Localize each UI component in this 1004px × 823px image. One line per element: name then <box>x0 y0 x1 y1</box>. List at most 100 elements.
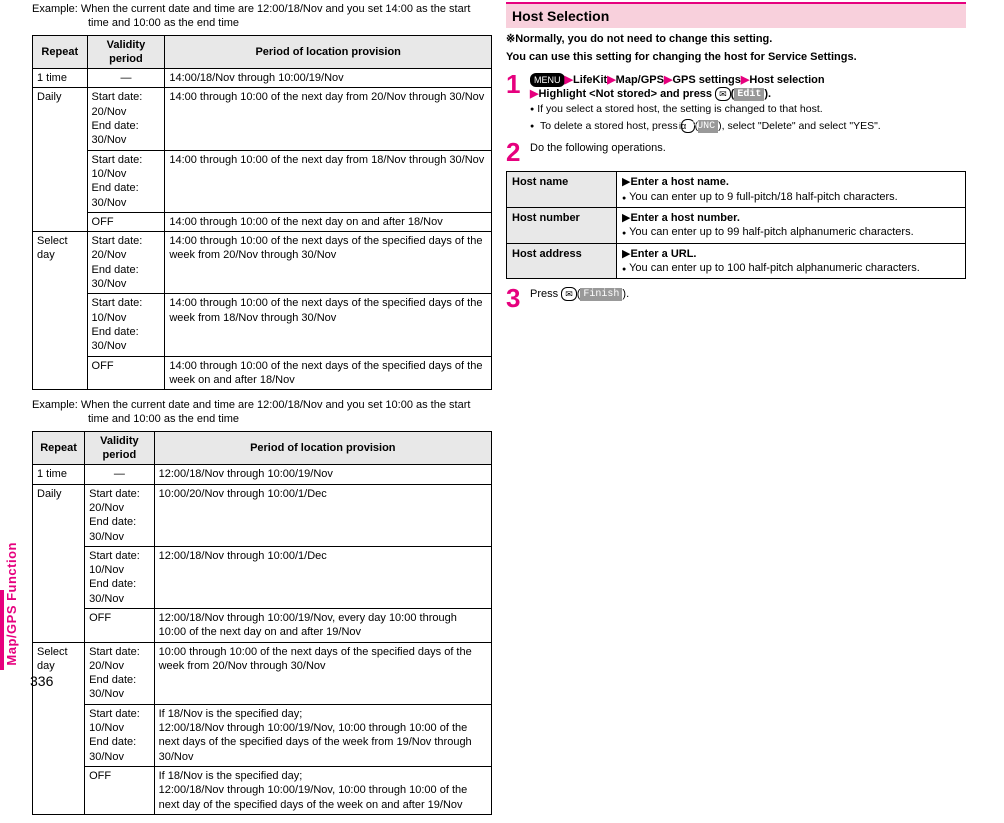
table-row: Start date: 10/NovEnd date: 30/Nov14:00 … <box>33 150 492 212</box>
cell-period: 14:00/18/Nov through 10:00/19/Nov <box>165 69 492 88</box>
step-1-body: MENU▶LifeKit▶Map/GPS▶GPS settings▶Host s… <box>530 71 966 136</box>
menu-key-icon: MENU <box>530 73 565 87</box>
cell-repeat: Daily <box>33 484 85 642</box>
table-row: Start date: 10/NovEnd date: 30/Nov12:00/… <box>33 546 492 608</box>
step1-line2a: Highlight <Not stored> and press <box>538 88 715 100</box>
cell-period: 14:00 through 10:00 of the next days of … <box>165 232 492 294</box>
location-table-2: Repeat Validity period Period of locatio… <box>32 431 492 815</box>
soft-edit-label: Edit <box>734 88 764 101</box>
step1-bullet1: If you select a stored host, the setting… <box>530 103 966 117</box>
table-row: Select dayStart date: 20/NovEnd date: 30… <box>33 232 492 294</box>
cell-validity: OFF <box>85 766 155 814</box>
host-label: Host name <box>507 172 617 208</box>
page-columns: Example: When the current date and time … <box>0 0 1004 823</box>
cell-period: 12:00/18/Nov through 10:00/19/Nov <box>154 465 491 484</box>
cell-validity: Start date: 10/NovEnd date: 30/Nov <box>87 150 165 212</box>
step-2-body: Do the following operations. <box>530 139 966 155</box>
host-detail: ▶Enter a URL.● You can enter up to 100 h… <box>617 243 966 279</box>
step-2: 2 Do the following operations. <box>506 139 966 165</box>
th-validity: Validity period <box>87 35 165 69</box>
th-validity: Validity period <box>85 431 155 465</box>
table-row: OFFIf 18/Nov is the specified day;12:00/… <box>33 766 492 814</box>
table-row: OFF12:00/18/Nov through 10:00/19/Nov, ev… <box>33 608 492 642</box>
step-1-number: 1 <box>506 71 530 97</box>
step-3-number: 3 <box>506 285 530 311</box>
cell-validity: — <box>87 69 165 88</box>
cell-validity: OFF <box>85 608 155 642</box>
host-label: Host address <box>507 243 617 279</box>
step1-bullet2b: , select "Delete" and select "YES". <box>722 120 881 132</box>
cell-period: 10:00 through 10:00 of the next days of … <box>154 642 491 704</box>
th-period: Period of location provision <box>154 431 491 465</box>
cell-repeat: Daily <box>33 88 88 232</box>
table-row: Host name▶Enter a host name.● You can en… <box>507 172 966 208</box>
table-row: Host address▶Enter a URL.● You can enter… <box>507 243 966 279</box>
table-row: 1 time—12:00/18/Nov through 10:00/19/Nov <box>33 465 492 484</box>
table-row: Host number▶Enter a host number.● You ca… <box>507 208 966 244</box>
soft-func-label: FUNC <box>698 120 718 133</box>
location-table-1: Repeat Validity period Period of locatio… <box>32 35 492 391</box>
host-selection-lead: You can use this setting for changing th… <box>506 50 966 64</box>
table-row: DailyStart date: 20/NovEnd date: 30/Nov1… <box>33 88 492 150</box>
cell-validity: Start date: 10/NovEnd date: 30/Nov <box>85 704 155 766</box>
cell-repeat: Select day <box>33 232 88 390</box>
left-column: Example: When the current date and time … <box>32 2 492 823</box>
path-mapgps: Map/GPS <box>616 74 664 86</box>
cell-period: 12:00/18/Nov through 10:00/19/Nov, every… <box>154 608 491 642</box>
cell-repeat: Select day <box>33 642 85 814</box>
cell-validity: — <box>85 465 155 484</box>
step3-textA: Press <box>530 288 561 300</box>
table-row: Start date: 10/NovEnd date: 30/Nov14:00 … <box>33 294 492 356</box>
arrow-icon: ▶ <box>607 74 615 86</box>
host-selection-note: ※Normally, you do not need to change thi… <box>506 32 966 46</box>
example-2-text: Example: When the current date and time … <box>32 398 492 427</box>
step-2-number: 2 <box>506 139 530 165</box>
table-row: DailyStart date: 20/NovEnd date: 30/Nov1… <box>33 484 492 546</box>
side-tab-label: Map/GPS Function <box>4 542 21 666</box>
cell-period: 10:00/20/Nov through 10:00/1/Dec <box>154 484 491 546</box>
cell-period: 12:00/18/Nov through 10:00/1/Dec <box>154 546 491 608</box>
cell-period: If 18/Nov is the specified day;12:00/18/… <box>154 766 491 814</box>
arrow-icon: ▶ <box>565 74 573 86</box>
cell-repeat: 1 time <box>33 69 88 88</box>
cell-validity: Start date: 20/NovEnd date: 30/Nov <box>87 232 165 294</box>
cell-validity: Start date: 10/NovEnd date: 30/Nov <box>85 546 155 608</box>
cell-repeat: 1 time <box>33 465 85 484</box>
step-1: 1 MENU▶LifeKit▶Map/GPS▶GPS settings▶Host… <box>506 71 966 136</box>
table-row: OFF14:00 through 10:00 of the next day o… <box>33 212 492 231</box>
mail-key-icon: ✉ <box>715 87 731 101</box>
table-row: OFF14:00 through 10:00 of the next days … <box>33 356 492 390</box>
soft-finish-label: Finish <box>580 288 622 301</box>
host-label: Host number <box>507 208 617 244</box>
step-3: 3 Press ✉(Finish). <box>506 285 966 311</box>
cell-validity: Start date: 10/NovEnd date: 30/Nov <box>87 294 165 356</box>
cell-validity: OFF <box>87 212 165 231</box>
step1-bullet2: To delete a stored host, press iα(FUNC),… <box>530 119 966 133</box>
step-3-body: Press ✉(Finish). <box>530 285 966 301</box>
cell-validity: Start date: 20/NovEnd date: 30/Nov <box>85 642 155 704</box>
cell-validity: Start date: 20/NovEnd date: 30/Nov <box>87 88 165 150</box>
path-lifekit: LifeKit <box>573 74 607 86</box>
path-hostselection: Host selection <box>749 74 824 86</box>
table-row: Select dayStart date: 20/NovEnd date: 30… <box>33 642 492 704</box>
th-period: Period of location provision <box>165 35 492 69</box>
table-row: Start date: 10/NovEnd date: 30/NovIf 18/… <box>33 704 492 766</box>
host-table: Host name▶Enter a host name.● You can en… <box>506 171 966 279</box>
page-number: 336 <box>30 672 53 690</box>
cell-period: 14:00 through 10:00 of the next day from… <box>165 150 492 212</box>
cell-period: 14:00 through 10:00 of the next day on a… <box>165 212 492 231</box>
cell-period: 14:00 through 10:00 of the next days of … <box>165 294 492 356</box>
th-repeat: Repeat <box>33 35 88 69</box>
example-1-text: Example: When the current date and time … <box>32 2 492 31</box>
cell-period: 14:00 through 10:00 of the next day from… <box>165 88 492 150</box>
step1-bullet2a: To delete a stored host, press <box>540 120 681 132</box>
host-selection-heading: Host Selection <box>506 2 966 28</box>
cell-period: If 18/Nov is the specified day;12:00/18/… <box>154 704 491 766</box>
cell-validity: OFF <box>87 356 165 390</box>
table-row: 1 time—14:00/18/Nov through 10:00/19/Nov <box>33 69 492 88</box>
path-gpssettings: GPS settings <box>672 74 740 86</box>
right-column: Host Selection ※Normally, you do not nee… <box>506 2 966 823</box>
host-detail: ▶Enter a host number.● You can enter up … <box>617 208 966 244</box>
step3-textB: . <box>626 288 629 300</box>
mail-key-icon: ✉ <box>561 287 577 301</box>
